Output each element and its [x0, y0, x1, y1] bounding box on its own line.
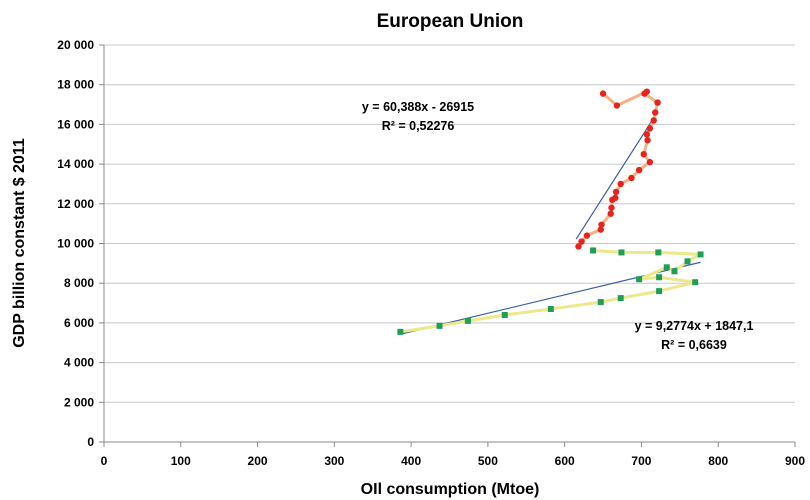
data-point [636, 276, 643, 283]
x-tick-label: 0 [101, 454, 108, 468]
y-tick-label: 2 000 [64, 395, 94, 409]
trendline-r2-red: R² = 0,52276 [382, 119, 455, 133]
x-tick-label: 200 [248, 454, 268, 468]
data-point [397, 328, 404, 335]
data-point [612, 194, 619, 202]
x-axis-title: OIl consumption (Mtoe) [361, 481, 540, 498]
y-tick-label: 0 [87, 435, 94, 449]
data-point [597, 299, 604, 306]
data-point [599, 90, 607, 97]
data-point [692, 279, 699, 286]
trendline [575, 111, 659, 240]
data-point [655, 249, 662, 256]
data-series [397, 88, 704, 335]
y-axis-title: GDP billion constant $ 2011 [11, 138, 28, 348]
data-point [590, 247, 597, 254]
data-point [646, 158, 654, 166]
x-tick-label: 400 [401, 454, 421, 468]
data-point [613, 102, 621, 109]
data-point [608, 204, 615, 211]
data-point [547, 306, 554, 313]
data-point [464, 317, 471, 324]
data-point [575, 243, 582, 250]
data-point [656, 288, 663, 295]
y-tick-label: 6 000 [64, 316, 94, 330]
data-point [597, 226, 604, 233]
data-point [684, 258, 691, 265]
y-tick-label: 16 000 [57, 117, 94, 131]
data-point [618, 249, 625, 256]
trendline-r2-green: R² = 0,6639 [661, 338, 727, 352]
y-tick-label: 12 000 [57, 197, 94, 211]
data-point [697, 251, 704, 258]
data-point [652, 109, 659, 116]
data-point [607, 210, 614, 217]
y-tick-label: 10 000 [57, 237, 94, 251]
data-point [644, 137, 651, 144]
data-point [628, 174, 635, 182]
data-point [501, 311, 508, 318]
data-point [671, 268, 678, 275]
tick-labels: 0 2 000 4 000 6 000 8 000 10 000 12 000 14 000 1… [57, 38, 805, 468]
series-line [577, 90, 660, 248]
chart-title: European Union [377, 11, 524, 32]
axes [99, 44, 796, 447]
data-point [654, 99, 661, 106]
data-point [643, 88, 651, 95]
data-point [640, 150, 647, 158]
x-tick-label: 800 [708, 454, 728, 468]
trendline-equation-red: y = 60,388x - 26915 [362, 100, 474, 114]
trendline-equation-green: y = 9,2774x + 1847,1 [635, 319, 754, 333]
y-tick-label: 14 000 [57, 157, 94, 171]
data-point [598, 221, 605, 228]
y-tick-label: 18 000 [57, 78, 94, 92]
data-point [583, 232, 591, 239]
y-tick-label: 4 000 [64, 356, 94, 370]
x-tick-label: 900 [785, 454, 805, 468]
x-tick-label: 600 [555, 454, 575, 468]
series-line [400, 248, 703, 334]
x-tick-label: 100 [171, 454, 191, 468]
data-point [643, 131, 651, 138]
data-point [612, 188, 620, 196]
trendlines [400, 111, 701, 335]
data-point [656, 274, 663, 281]
y-tick-label: 8 000 [64, 276, 94, 290]
x-tick-label: 500 [478, 454, 498, 468]
x-tick-label: 700 [631, 454, 651, 468]
data-point [635, 166, 643, 174]
grid-lines [104, 44, 795, 403]
data-point [436, 322, 443, 329]
data-point [617, 180, 624, 188]
data-point [617, 295, 624, 302]
data-point [578, 238, 585, 245]
data-point [646, 125, 654, 132]
x-tick-label: 300 [324, 454, 344, 468]
data-point [650, 117, 657, 124]
y-tick-label: 20 000 [57, 38, 94, 52]
data-point [663, 264, 670, 271]
